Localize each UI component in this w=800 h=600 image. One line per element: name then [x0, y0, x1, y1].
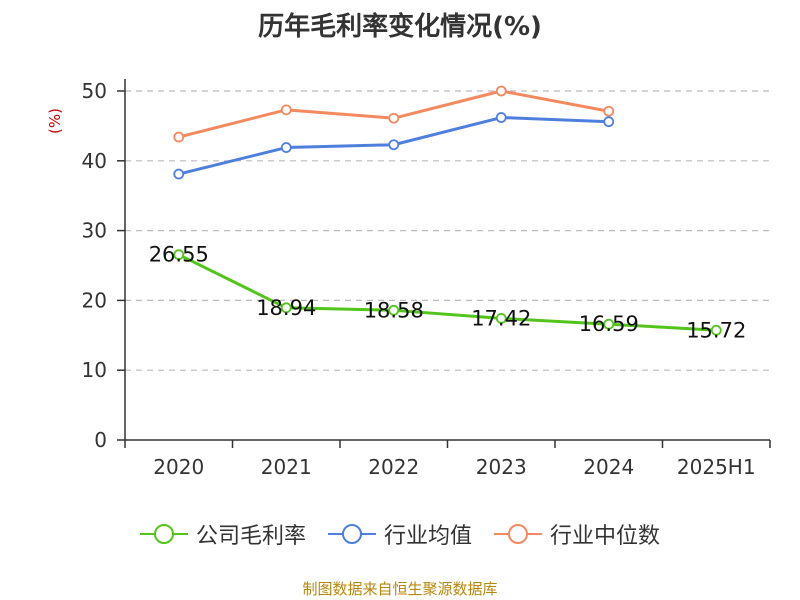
- series-2-point-2022: [388, 112, 400, 124]
- y-tick-label-10: 10: [82, 358, 107, 382]
- y-tick-label-20: 20: [82, 288, 107, 312]
- series-0-point-2024: [603, 318, 615, 330]
- y-tick-label-50: 50: [82, 79, 107, 103]
- data-label-2020: 26.55: [149, 243, 209, 267]
- series-2-point-2021: [280, 104, 292, 116]
- y-tick-label-30: 30: [82, 219, 107, 243]
- series-0-point-2020: [173, 249, 185, 261]
- legend-item-industry-mean[interactable]: 行业均值: [327, 518, 472, 550]
- legend-label-company: 公司毛利率: [195, 524, 306, 549]
- x-tick-label-2020: 2020: [153, 455, 204, 479]
- x-tick-label-2025H1: 2025H1: [677, 455, 756, 479]
- legend-label-industry-mean: 行业均值: [383, 524, 472, 549]
- data-label-2021: 18.94: [256, 296, 316, 320]
- series-0-point-2021: [280, 302, 292, 314]
- y-tick-label-0: 0: [94, 428, 107, 452]
- series-1-point-2024: [603, 116, 615, 128]
- data-source-note: 制图数据来自恒生聚源数据库: [302, 580, 498, 598]
- series-2-point-2024: [603, 105, 615, 117]
- x-tick-label-2023: 2023: [476, 455, 527, 479]
- legend-marker-industry-median: [508, 524, 528, 544]
- legend-item-company[interactable]: 公司毛利率: [139, 518, 306, 550]
- series-line-0: [178, 253, 717, 332]
- series-0-point-2022: [388, 304, 400, 316]
- series-2-point-2023: [495, 85, 507, 97]
- series-1-point-2023: [495, 112, 507, 123]
- series-0-point-2025H1: [710, 324, 722, 336]
- x-tick-label-2024: 2024: [583, 455, 634, 479]
- legend-marker-industry-mean: [341, 524, 362, 544]
- series-0-point-2023: [495, 313, 507, 324]
- legend-marker-company: [153, 524, 174, 544]
- series-1-point-2020: [173, 168, 185, 180]
- series-1-point-2022: [388, 139, 400, 151]
- legend-swatch-company: [139, 524, 188, 544]
- legend-swatch-industry-median: [494, 524, 542, 544]
- legend-label-industry-median: 行业中位数: [550, 524, 661, 549]
- series-2-point-2020: [173, 131, 185, 143]
- data-label-2024: 16.59: [579, 312, 639, 336]
- legend-swatch-industry-mean: [327, 524, 376, 544]
- chart-legend: 公司毛利率 行业均值 行业中位数: [0, 518, 800, 550]
- chart-title: 历年毛利率变化情况(%): [258, 12, 542, 42]
- y-tick-label-40: 40: [82, 149, 107, 173]
- series-1-point-2021: [280, 142, 292, 153]
- data-label-2022: 18.58: [364, 298, 424, 322]
- data-label-2023: 17.42: [471, 306, 531, 330]
- x-tick-label-2022: 2022: [368, 455, 419, 479]
- legend-item-industry-median[interactable]: 行业中位数: [494, 518, 660, 550]
- data-label-2025H1: 15.72: [686, 318, 746, 342]
- x-tick-label-2021: 2021: [261, 455, 312, 479]
